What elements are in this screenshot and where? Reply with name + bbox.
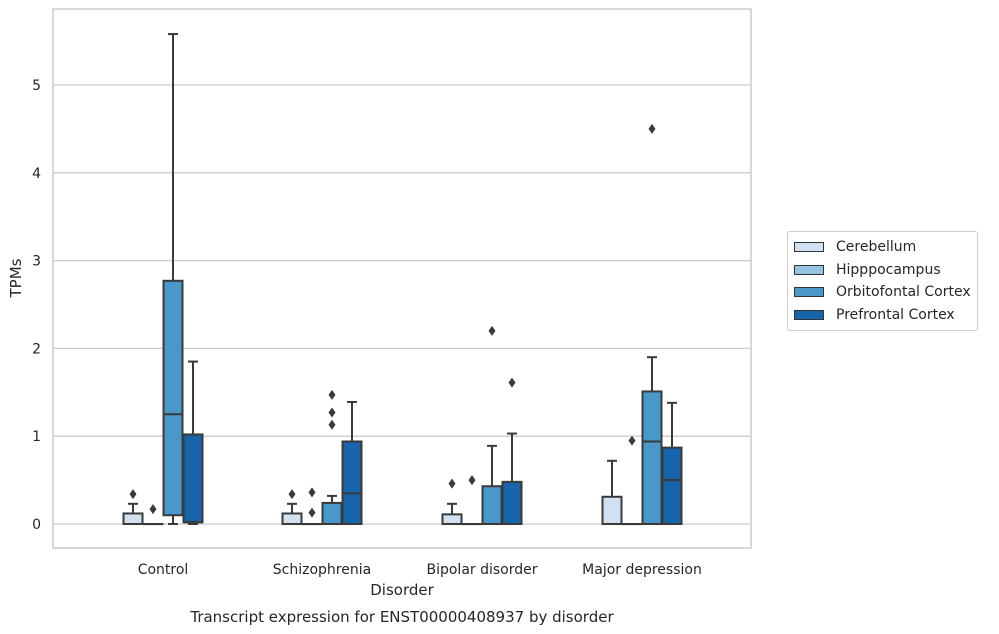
y-tick-label: 1: [32, 429, 41, 445]
box-hipppocampus: [142, 504, 164, 526]
outlier-point: [648, 123, 656, 134]
outlier-point: [308, 507, 316, 518]
y-tick-label: 3: [32, 254, 41, 270]
y-tick-label: 2: [32, 341, 41, 357]
box-rect: [321, 501, 343, 526]
outlier-point: [488, 325, 496, 336]
legend-item: Hipppocampus: [792, 259, 971, 282]
outlier-point: [129, 489, 137, 500]
box-prefrontal-cortex: [661, 401, 683, 526]
box-rect: [441, 513, 463, 525]
box-hipppocampus: [461, 475, 483, 526]
legend-item: Prefrontal Cortex: [792, 304, 971, 327]
box-orbitofontal-cortex: [481, 325, 503, 526]
legend-swatch: [794, 287, 824, 298]
box-prefrontal-cortex: [182, 360, 204, 525]
box-orbitofontal-cortex: [641, 123, 663, 525]
outlier-point: [448, 478, 456, 489]
outlier-point: [328, 389, 336, 400]
plot-area-frame: [52, 8, 752, 549]
legend-swatch: [794, 264, 824, 275]
outlier-point: [628, 435, 636, 446]
box-hipppocampus: [621, 435, 643, 526]
y-axis-ticks: 0 1 2 3 4 5: [32, 78, 41, 533]
box-cerebellum: [122, 489, 144, 525]
y-axis-title: TPMs: [7, 258, 25, 298]
outlier-point: [328, 419, 336, 430]
legend-swatch: [794, 309, 824, 320]
y-tick-label: 0: [32, 517, 41, 533]
box-prefrontal-cortex: [501, 377, 523, 525]
x-axis-title: Disorder: [370, 581, 434, 599]
legend-item: Cerebellum: [792, 236, 971, 259]
outlier-point: [288, 489, 296, 500]
x-axis-ticks: Control Schizophrenia Bipolar disorder Majo…: [138, 562, 702, 578]
legend-item: Orbitofontal Cortex: [792, 281, 971, 304]
box-rect: [162, 279, 184, 517]
box-cerebellum: [281, 489, 303, 525]
box-rect: [341, 440, 363, 525]
legend-label: Orbitofontal Cortex: [836, 284, 971, 301]
legend-label: Hipppocampus: [836, 261, 941, 278]
x-tick-label: Bipolar disorder: [426, 562, 537, 578]
x-tick-label: Schizophrenia: [273, 562, 371, 578]
box-orbitofontal-cortex: [321, 389, 343, 526]
box-rect: [182, 433, 204, 524]
box-cerebellum: [601, 459, 623, 526]
x-tick-label: Control: [138, 562, 189, 578]
box-rect: [481, 485, 503, 526]
box-prefrontal-cortex: [341, 400, 363, 525]
x-tick-label: Major depression: [582, 562, 702, 578]
box-cerebellum: [441, 478, 463, 525]
box-rect: [661, 446, 683, 526]
legend: Cerebellum Hipppocampus Orbitofontal Corte…: [787, 231, 978, 331]
outlier-point: [508, 377, 516, 388]
box-rect: [641, 390, 663, 525]
legend-label: Prefrontal Cortex: [836, 306, 955, 323]
box-rect: [122, 512, 144, 525]
box-rect: [281, 512, 303, 525]
outlier-point: [308, 487, 316, 498]
legend-label: Cerebellum: [836, 239, 917, 256]
legend-swatch: [794, 242, 824, 253]
box-hipppocampus: [301, 487, 323, 526]
chart-title: Transcript expression for ENST0000040893…: [189, 608, 614, 626]
box-rect: [501, 480, 523, 525]
y-tick-label: 5: [32, 78, 41, 94]
outlier-point: [149, 504, 157, 515]
y-tick-label: 4: [32, 166, 41, 182]
box-orbitofontal-cortex: [162, 33, 184, 525]
boxes: [122, 33, 683, 526]
box-rect: [601, 495, 623, 526]
outlier-point: [328, 407, 336, 418]
outlier-point: [468, 475, 476, 486]
